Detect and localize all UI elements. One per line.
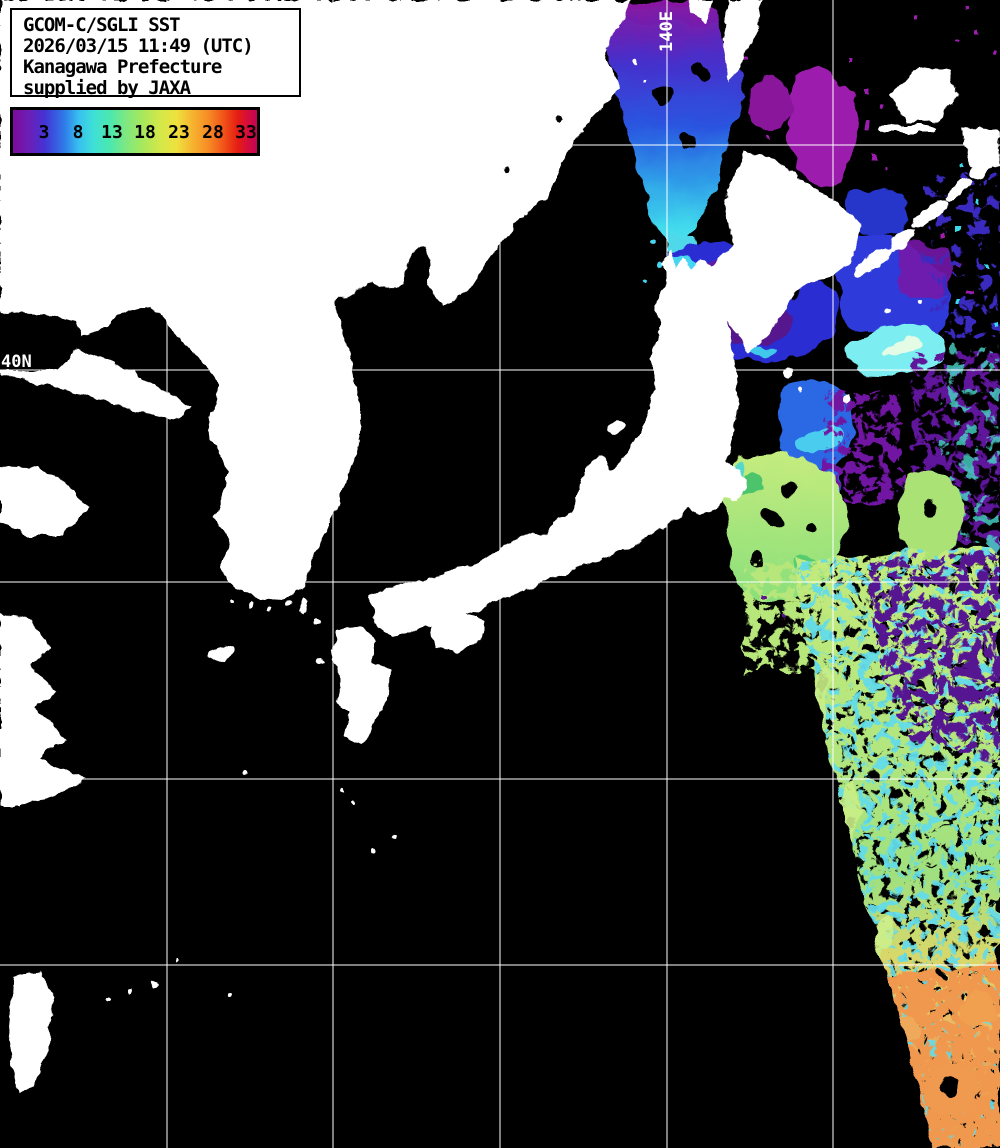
land-hokkaido xyxy=(688,152,862,352)
longitude-label: 140E xyxy=(657,11,677,52)
land-jiangsu xyxy=(0,612,86,806)
temperature-colorbar: 3 8 13 18 23 28 33 xyxy=(10,107,260,156)
land-shandong xyxy=(0,466,88,536)
region-name: Kanagawa Prefecture xyxy=(23,56,222,78)
land-shikoku xyxy=(430,612,486,652)
lake-khanka xyxy=(404,247,430,307)
credit-line: supplied by JAXA xyxy=(23,77,191,99)
land-sado xyxy=(609,422,625,434)
info-box: GCOM-C/SGLI SST 2026/03/15 11:49 (UTC) K… xyxy=(10,8,301,99)
land-kyushu xyxy=(330,626,390,744)
land-taiwan xyxy=(8,970,54,1092)
land-tsushima xyxy=(298,596,309,614)
colorbar-tick: 18 xyxy=(134,122,156,143)
colorbar-tick: 8 xyxy=(72,122,84,143)
land-jeju xyxy=(208,645,236,661)
product-title: GCOM-C/SGLI SST xyxy=(23,14,181,36)
colorbar-tick: 28 xyxy=(202,122,224,143)
colorbar-tick: 13 xyxy=(101,122,123,143)
grid-labels: 40N 140E xyxy=(1,11,677,372)
bohai-sea xyxy=(0,312,82,372)
latitude-label: 40N xyxy=(1,352,32,372)
observation-datetime: 2026/03/15 11:49 (UTC) xyxy=(23,35,254,57)
land-sakhalin xyxy=(722,0,762,84)
colorbar-tick: 3 xyxy=(38,122,50,143)
colorbar-tick: 33 xyxy=(235,122,257,143)
cloud-top-right xyxy=(890,66,958,122)
colorbar-tick: 23 xyxy=(168,122,190,143)
